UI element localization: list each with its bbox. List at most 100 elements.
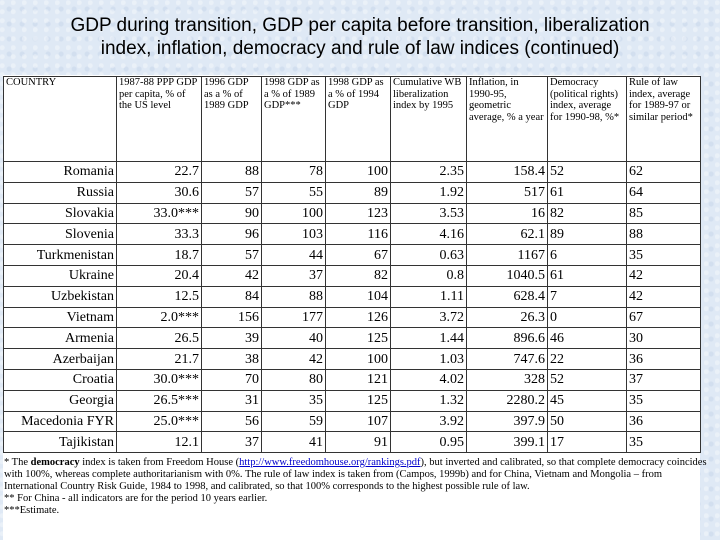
value-cell: 30.6	[116, 181, 202, 204]
value-cell: 22.7	[116, 161, 202, 183]
column-header: 1996 GDP as a % of 1989 GDP	[201, 76, 262, 162]
value-cell: 397.9	[466, 410, 548, 433]
value-cell: 56	[201, 410, 262, 433]
value-cell: 158.4	[466, 161, 548, 183]
country-cell: Uzbekistan	[3, 285, 117, 308]
value-cell: 96	[201, 223, 262, 246]
table-row: Tajikistan 12.1 37 41 91 0.95 399.1 17 35	[3, 431, 701, 454]
value-cell: 4.16	[390, 223, 467, 246]
value-cell: 6	[547, 244, 627, 266]
value-cell: 2280.2	[466, 389, 548, 412]
value-cell: 25.0***	[116, 410, 202, 433]
column-header: COUNTRY	[3, 76, 117, 162]
value-cell: 121	[325, 368, 391, 391]
value-cell: 107	[325, 410, 391, 433]
value-cell: 84	[201, 285, 262, 308]
data-table: COUNTRY 1987-88 PPP GDP per capita, % of …	[3, 76, 701, 454]
freedomhouse-link[interactable]: http://www.freedomhouse.org/rankings.pdf	[239, 457, 421, 468]
value-cell: 37	[261, 264, 326, 287]
footnote-democracy-term: democracy	[30, 457, 80, 468]
value-cell: 89	[325, 181, 391, 204]
value-cell: 0.95	[390, 431, 467, 454]
value-cell: 1.03	[390, 348, 467, 370]
value-cell: 33.0***	[116, 202, 202, 225]
value-cell: 52	[547, 368, 627, 391]
value-cell: 82	[325, 264, 391, 287]
value-cell: 37	[626, 368, 701, 391]
value-cell: 100	[325, 348, 391, 370]
title-line-2: index, inflation, democracy and rule of …	[100, 38, 620, 59]
table-row: Turkmenistan 18.7 57 44 67 0.63 1167 6 35	[3, 244, 701, 266]
value-cell: 2.0***	[116, 306, 202, 329]
value-cell: 16	[466, 202, 548, 225]
country-cell: Turkmenistan	[3, 244, 117, 266]
value-cell: 52	[547, 161, 627, 183]
value-cell: 88	[261, 285, 326, 308]
value-cell: 37	[201, 431, 262, 454]
value-cell: 0.8	[390, 264, 467, 287]
header-row: COUNTRY 1987-88 PPP GDP per capita, % of …	[3, 76, 701, 162]
footnote-democracy: * The democracy index is taken from Free…	[4, 457, 707, 492]
value-cell: 35	[261, 389, 326, 412]
value-cell: 57	[201, 181, 262, 204]
value-cell: 82	[547, 202, 627, 225]
value-cell: 57	[201, 244, 262, 266]
country-cell: Georgia	[3, 389, 117, 412]
value-cell: 12.1	[116, 431, 202, 454]
value-cell: 26.5	[116, 327, 202, 350]
value-cell: 104	[325, 285, 391, 308]
country-cell: Azerbaijan	[3, 348, 117, 370]
country-cell: Tajikistan	[3, 431, 117, 454]
country-cell: Macedonia FYR	[3, 410, 117, 433]
value-cell: 70	[201, 368, 262, 391]
value-cell: 103	[261, 223, 326, 246]
value-cell: 1.44	[390, 327, 467, 350]
footnote-estimate: ***Estimate.	[4, 505, 60, 516]
footnote-china: ** For China - all indicators are for th…	[4, 493, 268, 504]
value-cell: 55	[261, 181, 326, 204]
column-header: Rule of law index, average for 1989-97 o…	[626, 76, 701, 162]
value-cell: 67	[325, 244, 391, 266]
value-cell: 78	[261, 161, 326, 183]
value-cell: 36	[626, 348, 701, 370]
value-cell: 38	[201, 348, 262, 370]
value-cell: 628.4	[466, 285, 548, 308]
value-cell: 30	[626, 327, 701, 350]
value-cell: 2.35	[390, 161, 467, 183]
table-row: Romania 22.7 88 78 100 2.35 158.4 52 62	[3, 161, 701, 183]
value-cell: 50	[547, 410, 627, 433]
value-cell: 20.4	[116, 264, 202, 287]
value-cell: 35	[626, 244, 701, 266]
table-row: Macedonia FYR 25.0*** 56 59 107 3.92 397.9 50 36	[3, 410, 701, 433]
value-cell: 125	[325, 327, 391, 350]
value-cell: 7	[547, 285, 627, 308]
table-row: Ukraine 20.4 42 37 82 0.8 1040.5 61 42	[3, 264, 701, 287]
value-cell: 21.7	[116, 348, 202, 370]
country-cell: Ukraine	[3, 264, 117, 287]
table-body: Romania 22.7 88 78 100 2.35 158.4 52 62 Russia 30.…	[3, 161, 701, 454]
table-row: Georgia 26.5*** 31 35 125 1.32 2280.2 45 35	[3, 389, 701, 412]
value-cell: 61	[547, 181, 627, 204]
value-cell: 64	[626, 181, 701, 204]
value-cell: 18.7	[116, 244, 202, 266]
value-cell: 1.32	[390, 389, 467, 412]
value-cell: 328	[466, 368, 548, 391]
value-cell: 1.92	[390, 181, 467, 204]
value-cell: 88	[626, 223, 701, 246]
value-cell: 42	[626, 285, 701, 308]
country-cell: Russia	[3, 181, 117, 204]
value-cell: 80	[261, 368, 326, 391]
value-cell: 100	[325, 161, 391, 183]
table-row: Azerbaijan 21.7 38 42 100 1.03 747.6 22 36	[3, 348, 701, 370]
value-cell: 90	[201, 202, 262, 225]
value-cell: 126	[325, 306, 391, 329]
value-cell: 59	[261, 410, 326, 433]
value-cell: 1.11	[390, 285, 467, 308]
value-cell: 517	[466, 181, 548, 204]
value-cell: 61	[547, 264, 627, 287]
column-header: 1987-88 PPP GDP per capita, % of the US …	[116, 76, 202, 162]
column-header: Inflation, in 1990-95, geometric average…	[466, 76, 548, 162]
value-cell: 62	[626, 161, 701, 183]
value-cell: 100	[261, 202, 326, 225]
country-cell: Slovakia	[3, 202, 117, 225]
